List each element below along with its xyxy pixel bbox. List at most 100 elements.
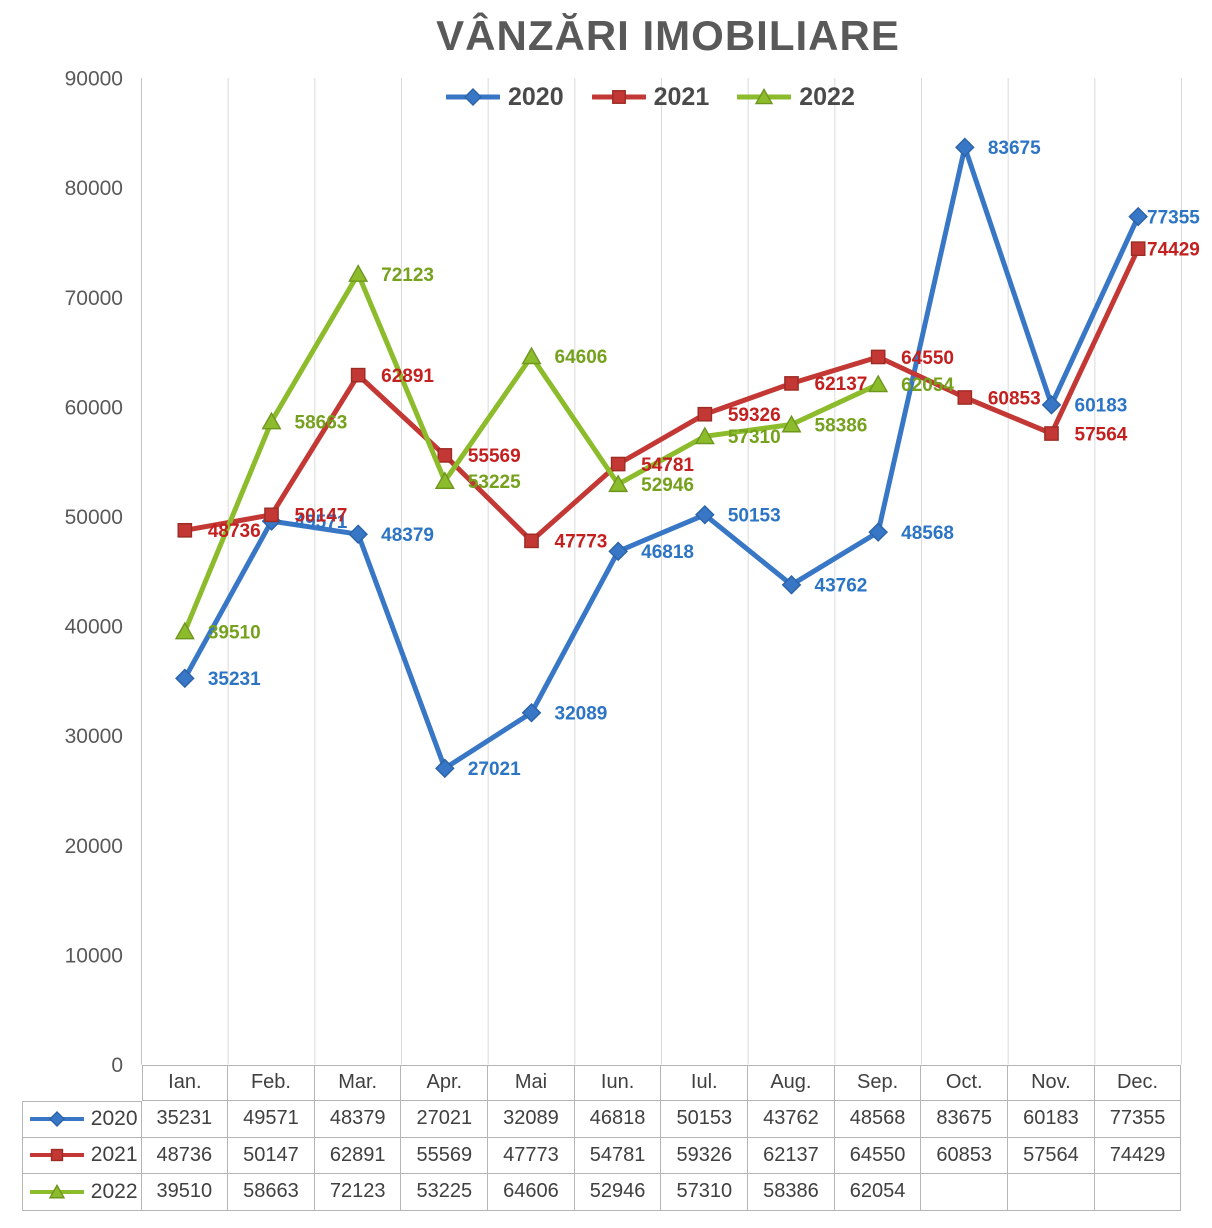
data-label: 77355 xyxy=(1147,207,1200,228)
month-header-cell: Nov. xyxy=(1008,1064,1095,1101)
legend-label: 2020 xyxy=(508,82,564,111)
value-cell: 62137 xyxy=(748,1137,835,1174)
y-axis-label: 0 xyxy=(111,1054,123,1077)
month-header-cell: Apr. xyxy=(401,1064,489,1101)
square-marker xyxy=(264,507,279,523)
value-cell: 53225 xyxy=(401,1173,489,1211)
square-marker xyxy=(177,522,193,538)
diamond-marker xyxy=(435,758,455,779)
legend-label: 2022 xyxy=(799,82,855,111)
series-key-cell-2020: 2020 xyxy=(22,1100,142,1138)
triangle-marker xyxy=(608,474,629,493)
y-axis-label: 30000 xyxy=(65,725,123,748)
data-label: 54781 xyxy=(641,455,694,476)
triangle-marker xyxy=(348,264,369,282)
value-cell: 50147 xyxy=(228,1137,315,1174)
data-label: 74429 xyxy=(1147,240,1200,261)
month-header-cell: Dec. xyxy=(1094,1064,1182,1101)
square-marker xyxy=(350,367,366,383)
diamond-marker xyxy=(955,137,975,158)
month-header-cell: Aug. xyxy=(748,1064,835,1101)
y-axis-label: 80000 xyxy=(65,177,123,200)
data-label: 60183 xyxy=(1075,396,1128,417)
value-cell xyxy=(1008,1173,1095,1211)
square-key-icon xyxy=(29,1148,84,1162)
value-cell: 72123 xyxy=(314,1173,402,1211)
y-axis-label: 70000 xyxy=(65,287,123,310)
value-cell: 27021 xyxy=(401,1100,489,1138)
month-header-cell: Sep. xyxy=(834,1064,922,1101)
value-cell: 74429 xyxy=(1094,1137,1182,1174)
value-cell: 57310 xyxy=(661,1173,749,1211)
series-2021 xyxy=(177,241,1146,549)
chart-legend: 2020 2021 2022 xyxy=(446,76,855,118)
diamond-marker xyxy=(1041,395,1062,415)
value-cell: 46818 xyxy=(574,1100,662,1138)
data-label: 52946 xyxy=(641,475,694,496)
y-axis-label: 10000 xyxy=(65,944,123,967)
y-axis-label: 20000 xyxy=(65,835,123,858)
value-cell: 49571 xyxy=(228,1100,315,1138)
data-label: 35231 xyxy=(208,669,261,690)
value-cell: 55569 xyxy=(401,1137,489,1174)
data-label: 39510 xyxy=(208,622,261,643)
data-label: 27021 xyxy=(468,759,521,780)
data-label: 83675 xyxy=(988,138,1041,159)
square-marker xyxy=(697,406,713,422)
value-cell: 48568 xyxy=(834,1100,922,1138)
series-key-cell-2022: 2022 xyxy=(22,1173,142,1211)
diamond-marker xyxy=(1128,206,1148,227)
value-cell: 57564 xyxy=(1008,1137,1095,1174)
y-axis-label: 60000 xyxy=(65,396,123,419)
value-cell: 60183 xyxy=(1008,1100,1095,1138)
value-cell: 50153 xyxy=(661,1100,749,1138)
series-key-label: 2020 xyxy=(90,1107,138,1130)
triangle-key-icon xyxy=(29,1183,84,1198)
data-label: 43762 xyxy=(815,576,868,597)
y-axis-label: 40000 xyxy=(65,616,123,639)
value-cell: 35231 xyxy=(141,1100,229,1138)
triangle-marker xyxy=(781,414,802,433)
series-line xyxy=(182,271,881,634)
legend-item-2022: 2022 xyxy=(737,83,855,112)
data-label: 60853 xyxy=(988,388,1041,409)
series-line xyxy=(182,246,1141,544)
square-marker xyxy=(870,349,886,365)
data-label: 50153 xyxy=(728,506,781,527)
series-key-label: 2022 xyxy=(90,1179,138,1203)
legend-item-2021: 2021 xyxy=(591,83,709,112)
value-cell: 52946 xyxy=(574,1173,662,1211)
diamond-marker xyxy=(868,522,888,542)
value-cell xyxy=(921,1173,1009,1211)
month-header-cell: Iun. xyxy=(574,1064,662,1101)
triangle-marker xyxy=(174,621,195,640)
data-label: 62891 xyxy=(381,366,434,387)
data-label: 62054 xyxy=(901,375,954,396)
value-cell: 62054 xyxy=(834,1173,922,1211)
triangle-marker xyxy=(434,471,455,490)
y-axis-label: 90000 xyxy=(65,68,123,91)
triangle-legend-icon xyxy=(737,87,792,105)
month-header-cell: Oct. xyxy=(921,1064,1009,1101)
value-cell: 58386 xyxy=(748,1173,835,1211)
data-label: 49571 xyxy=(295,512,348,533)
chart-title: VÂNZĂRI IMOBILIARE xyxy=(436,12,900,59)
square-marker xyxy=(784,376,799,391)
data-label: 64550 xyxy=(901,348,954,369)
month-header-cell: Feb. xyxy=(228,1064,315,1101)
data-label: 32089 xyxy=(555,704,608,725)
diamond-key-icon xyxy=(29,1111,84,1127)
data-label: 50147 xyxy=(295,506,348,527)
data-label: 57564 xyxy=(1075,424,1128,445)
value-cell: 59326 xyxy=(661,1137,749,1174)
value-cell: 54781 xyxy=(574,1137,662,1174)
data-label: 62137 xyxy=(815,374,868,395)
value-cell: 39510 xyxy=(141,1173,229,1211)
value-cell: 48736 xyxy=(141,1137,229,1174)
month-header-cell: Mar. xyxy=(314,1064,402,1101)
data-label: 53225 xyxy=(468,472,521,493)
diamond-marker xyxy=(781,575,802,595)
triangle-marker xyxy=(261,411,282,430)
